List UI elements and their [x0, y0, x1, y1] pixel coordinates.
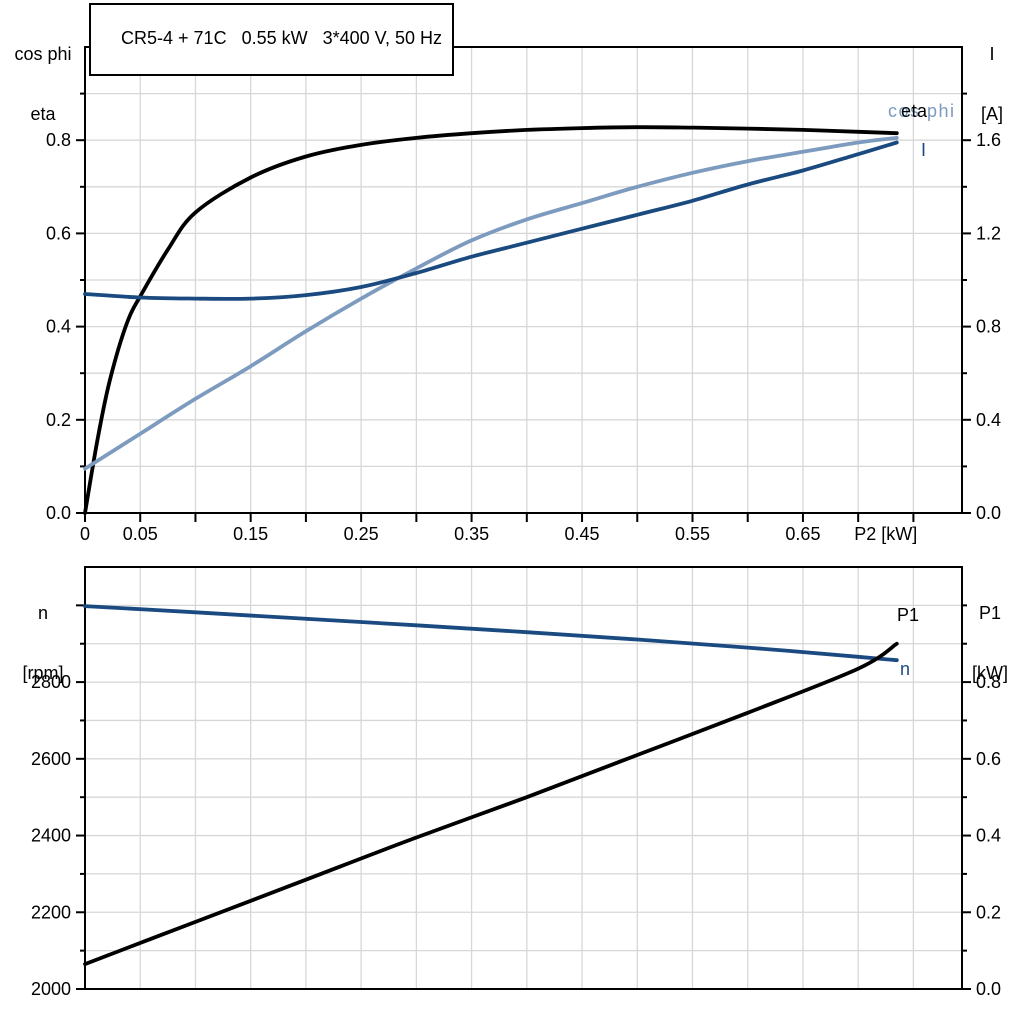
curves — [83, 604, 899, 966]
left-tick-label: 0.4 — [46, 317, 71, 337]
left-tick-label: 2400 — [31, 826, 71, 846]
right-tick-label: 0.0 — [976, 979, 1001, 999]
top-chart: 0.0 0.2 0.4 0.6 0.8 0.0 0.4 0.8 1.2 1.6 0 0.05 0.15 0… — [46, 46, 1001, 544]
gridlines — [85, 47, 962, 513]
plot-frame — [84, 566, 963, 990]
p1-axis-label: P1 — [978, 603, 1002, 623]
right-tick-label: 0.8 — [976, 317, 1001, 337]
top-left-axis-label: cos phi eta — [2, 4, 84, 164]
x-tick-label: 0.55 — [675, 524, 710, 544]
left-tick-label: 0.8 — [46, 130, 71, 150]
right-tick-label: 1.6 — [976, 130, 1001, 150]
x-tick-label: 0.65 — [785, 524, 820, 544]
eta-axis-label: eta — [30, 104, 56, 124]
bottom-left-axis-label: n [rpm] — [3, 563, 83, 723]
current-axis-unit: [A] — [980, 104, 1003, 124]
left-tick-label: 2000 — [31, 979, 71, 999]
x-axis-unit-label: P2 [kW] — [854, 524, 917, 544]
left-tick-label: 2800 — [31, 672, 71, 692]
cos-phi-axis-label: cos phi — [14, 44, 72, 64]
axis-ticks: 0.0 0.2 0.4 0.6 0.8 0.0 0.4 0.8 1.2 1.6 0 0.05 0.15 0… — [46, 92, 1001, 544]
speed-axis-unit: [rpm] — [22, 663, 64, 683]
p1-axis-unit: [kW] — [972, 663, 1008, 683]
curves — [83, 125, 899, 515]
x-tick-label: 0 — [80, 524, 90, 544]
speed-curve-label: n — [900, 659, 911, 679]
left-tick-label: 2600 — [31, 749, 71, 769]
chart-title-box: CR5-4 + 71C 0.55 kW 3*400 V, 50 Hz — [89, 3, 455, 76]
right-tick-label: 0.2 — [976, 902, 1001, 922]
top-right-axis-label: I [A] — [962, 4, 1022, 164]
left-tick-label: 0.0 — [46, 503, 71, 523]
right-tick-label: 0.8 — [976, 672, 1001, 692]
left-tick-label: 0.6 — [46, 223, 71, 243]
I-curve — [83, 140, 899, 301]
right-tick-label: 0.4 — [976, 826, 1001, 846]
x-tick-label: 0.15 — [233, 524, 268, 544]
left-tick-label: 2200 — [31, 902, 71, 922]
right-tick-label: 0.0 — [976, 503, 1001, 523]
x-tick-label: 0.45 — [565, 524, 600, 544]
right-tick-label: 1.2 — [976, 223, 1001, 243]
cos-phi-curve-label: cos phi — [888, 101, 956, 121]
axis-ticks: 2000 2200 2400 2600 2800 0.0 0.2 0.4 0.6 0.8 — [31, 604, 1001, 999]
cos-phi-curve — [83, 136, 899, 471]
right-tick-label: 0.6 — [976, 749, 1001, 769]
n-curve — [83, 604, 899, 663]
bottom-right-axis-label: P1 [kW] — [958, 563, 1022, 723]
speed-axis-label: n — [37, 603, 48, 623]
eta-curve-label: eta — [901, 101, 928, 121]
right-tick-label: 0.4 — [976, 410, 1001, 430]
x-tick-label: 0.05 — [123, 524, 158, 544]
eta-curve — [83, 125, 899, 515]
x-tick-label: 0.35 — [454, 524, 489, 544]
P1-curve — [83, 641, 899, 966]
chart-title: CR5-4 + 71C 0.55 kW 3*400 V, 50 Hz — [121, 28, 443, 48]
left-tick-label: 0.2 — [46, 410, 71, 430]
gridlines — [85, 567, 962, 989]
bottom-chart: 2000 2200 2400 2600 2800 0.0 0.2 0.4 0.6 0.8 — [31, 566, 1001, 999]
current-axis-label: I — [989, 44, 995, 64]
p1-curve-label: P1 — [897, 605, 920, 625]
current-curve-label: I — [921, 140, 927, 160]
x-tick-label: 0.25 — [344, 524, 379, 544]
